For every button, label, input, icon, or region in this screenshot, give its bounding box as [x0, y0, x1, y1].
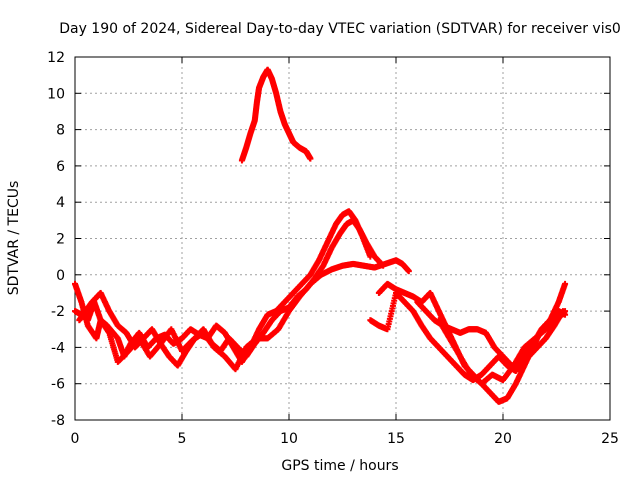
y-tick-label: -2 [51, 304, 65, 320]
y-axis-ticks: -8 -6 -4 -2 0 2 4 6 8 10 12 [47, 50, 610, 429]
chart-title: Day 190 of 2024, Sidereal Day-to-day VTE… [59, 21, 621, 37]
y-tick-label: 12 [47, 50, 65, 66]
data-point-marker [405, 268, 412, 275]
x-tick-label: 0 [71, 431, 80, 447]
grid-lines [75, 57, 610, 420]
y-tick-label: 10 [47, 86, 65, 102]
x-tick-label: 20 [494, 431, 512, 447]
y-tick-label: 6 [56, 159, 65, 175]
y-tick-label: 4 [56, 195, 65, 211]
x-tick-label: 5 [178, 431, 187, 447]
x-tick-label: 15 [387, 431, 405, 447]
y-tick-label: 2 [56, 232, 65, 248]
data-points [72, 66, 569, 405]
x-axis-label: GPS time / hours [281, 458, 398, 474]
x-axis-ticks: 0 5 10 15 20 25 [71, 57, 619, 447]
y-axis-label: SDTVAR / TECUs [6, 181, 22, 296]
y-tick-label: 8 [56, 123, 65, 139]
y-tick-label: -4 [51, 340, 65, 356]
y-tick-label: -8 [51, 413, 65, 429]
y-tick-label: 0 [56, 268, 65, 284]
x-tick-label: 25 [601, 431, 619, 447]
x-tick-label: 10 [280, 431, 298, 447]
y-tick-label: -6 [51, 377, 65, 393]
